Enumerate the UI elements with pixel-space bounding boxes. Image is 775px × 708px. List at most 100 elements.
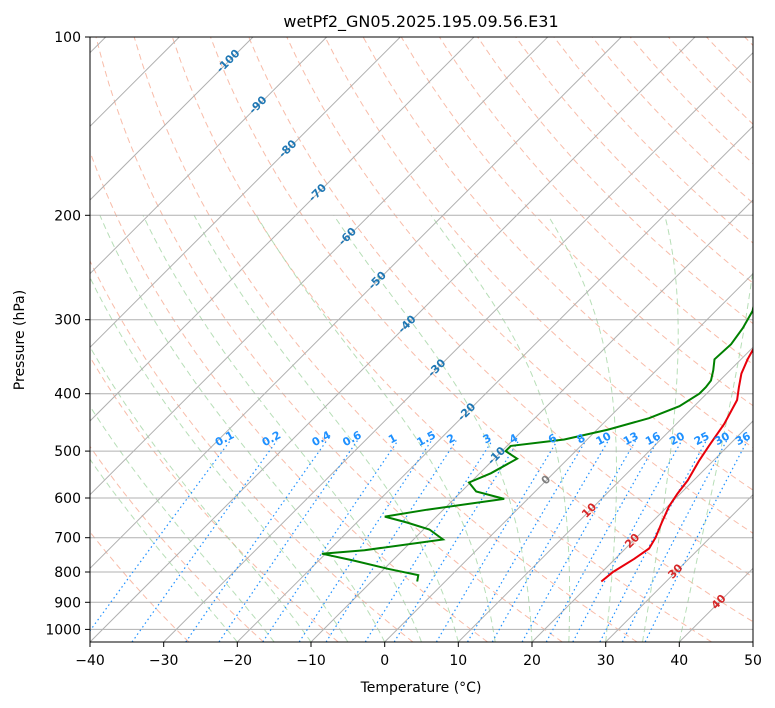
y-tick-label: 1000 <box>45 622 81 638</box>
x-tick-label: −40 <box>75 653 105 669</box>
background-lines <box>90 37 753 642</box>
isotherm-line <box>605 493 753 642</box>
dry-adiabat <box>248 37 753 578</box>
mixing-ratio-line <box>521 440 637 642</box>
mixing-ratio-line <box>599 440 707 642</box>
y-tick-label: 400 <box>54 387 81 403</box>
dry-adiabat <box>744 37 753 47</box>
y-tick-label: 200 <box>54 208 81 224</box>
y-tick-label: 100 <box>54 30 81 46</box>
y-tick-label: 700 <box>54 531 81 547</box>
mixing-ratio-line <box>644 440 748 642</box>
dry-adiabat <box>90 150 488 642</box>
isotherm-line <box>310 199 753 642</box>
isotherm-line <box>752 641 753 642</box>
y-tick-label: 500 <box>54 444 81 460</box>
mixing-ratio-label: 16 <box>643 429 663 448</box>
x-axis-label: Temperature (°C) <box>360 680 482 696</box>
moist-adiabat <box>99 215 386 642</box>
moist-adiabat <box>430 215 571 642</box>
dry-adiabat <box>210 37 753 623</box>
isotherm-line <box>531 420 753 642</box>
isotherm-line <box>90 37 328 275</box>
mixing-ratio-line <box>298 440 432 642</box>
mixing-ratio-line <box>545 440 659 642</box>
isotherm-line <box>90 37 549 496</box>
moist-adiabat <box>142 215 422 642</box>
x-tick-label: −10 <box>296 653 326 669</box>
y-tick-label: 800 <box>54 565 81 581</box>
sounding-series <box>321 303 753 583</box>
mixing-ratio-label: 1 <box>386 431 399 446</box>
dry-adiabat <box>90 259 414 642</box>
dewpoint-profile <box>321 303 753 582</box>
moist-adiabat <box>193 215 459 642</box>
mixing-ratio-line <box>466 440 587 642</box>
dry-adiabat <box>133 37 638 642</box>
moist-adiabat <box>90 458 238 642</box>
moist-adiabat <box>547 215 617 642</box>
x-tick-label: −20 <box>223 653 253 669</box>
isotherm-label: -30 <box>425 356 448 379</box>
x-tick-label: 50 <box>744 653 762 669</box>
x-tick-label: 30 <box>597 653 615 669</box>
mixing-ratio-line <box>185 440 328 642</box>
dry-adiabat <box>324 37 753 491</box>
x-tick-label: 40 <box>670 653 688 669</box>
dry-adiabat <box>286 37 753 534</box>
mixing-ratio-label: 36 <box>733 429 753 448</box>
moist-adiabat <box>90 405 275 642</box>
y-tick-label: 600 <box>54 491 81 507</box>
mixing-ratio-label: 0.6 <box>340 428 364 449</box>
isotherm-line <box>163 51 753 642</box>
x-tick-label: 10 <box>449 653 467 669</box>
isotherm-line <box>90 37 401 349</box>
x-tick-label: −30 <box>149 653 179 669</box>
isotherm-line <box>384 272 753 642</box>
mixing-ratio-label: 8 <box>575 431 588 446</box>
mixing-ratio-line <box>218 440 358 642</box>
isotherm-line <box>236 125 753 642</box>
isotherm-line <box>90 37 622 570</box>
dry-adiabat <box>706 37 753 86</box>
chart-title: wetPf2_GN05.2025.195.09.56.E31 <box>283 12 558 32</box>
mixing-ratio-label: 6 <box>546 431 559 446</box>
mixing-ratio-line <box>131 440 278 642</box>
dry-adiabat <box>90 356 339 642</box>
mixing-ratio-line <box>491 440 609 642</box>
moist-adiabat <box>90 276 349 642</box>
dry-adiabat <box>90 445 264 642</box>
y-tick-label: 900 <box>54 595 81 611</box>
axes: −40 −30 −20 −10 0 10 20 30 40 5010020030040050060… <box>45 30 762 669</box>
plot-frame <box>89 36 754 643</box>
mixing-ratio-line <box>90 440 231 632</box>
dry-adiabat <box>95 37 563 642</box>
temperature-profile <box>600 347 753 583</box>
line-labels: 0.1 0.2 0.4 0.6 1 1.5 2 3 4 6 8 10 13 16 20 25 30 36-100-… <box>213 47 753 612</box>
dry-adiabat <box>171 37 712 642</box>
moist-adiabat <box>678 265 753 642</box>
isotherm-line <box>90 37 254 201</box>
isotherm-line <box>90 37 475 422</box>
mixing-ratio-label: 13 <box>621 429 641 448</box>
mixing-ratio-line <box>435 440 558 642</box>
moist-adiabat <box>90 345 312 642</box>
dry-adiabat <box>553 37 753 244</box>
dry-adiabat <box>438 37 753 366</box>
mixing-ratio-label: 10 <box>594 429 614 448</box>
y-tick-label: 300 <box>54 313 81 329</box>
mixing-ratio-line <box>262 440 399 642</box>
mixing-ratio-label: 2 <box>445 431 458 446</box>
isotherm-label: 30 <box>665 561 685 581</box>
mixing-ratio-line <box>621 440 728 642</box>
moist-adiabat <box>333 215 533 642</box>
mixing-ratio-label: 25 <box>692 429 712 448</box>
y-axis-label: Pressure (hPa) <box>12 290 28 390</box>
mixing-ratio-line <box>572 440 683 642</box>
mixing-ratio-label: 1.5 <box>415 428 438 449</box>
dry-adiabat <box>515 37 753 284</box>
mixing-ratio-label: 0.2 <box>260 428 283 449</box>
mixing-ratio-line <box>393 440 520 642</box>
mixing-ratio-label: 20 <box>667 429 687 448</box>
